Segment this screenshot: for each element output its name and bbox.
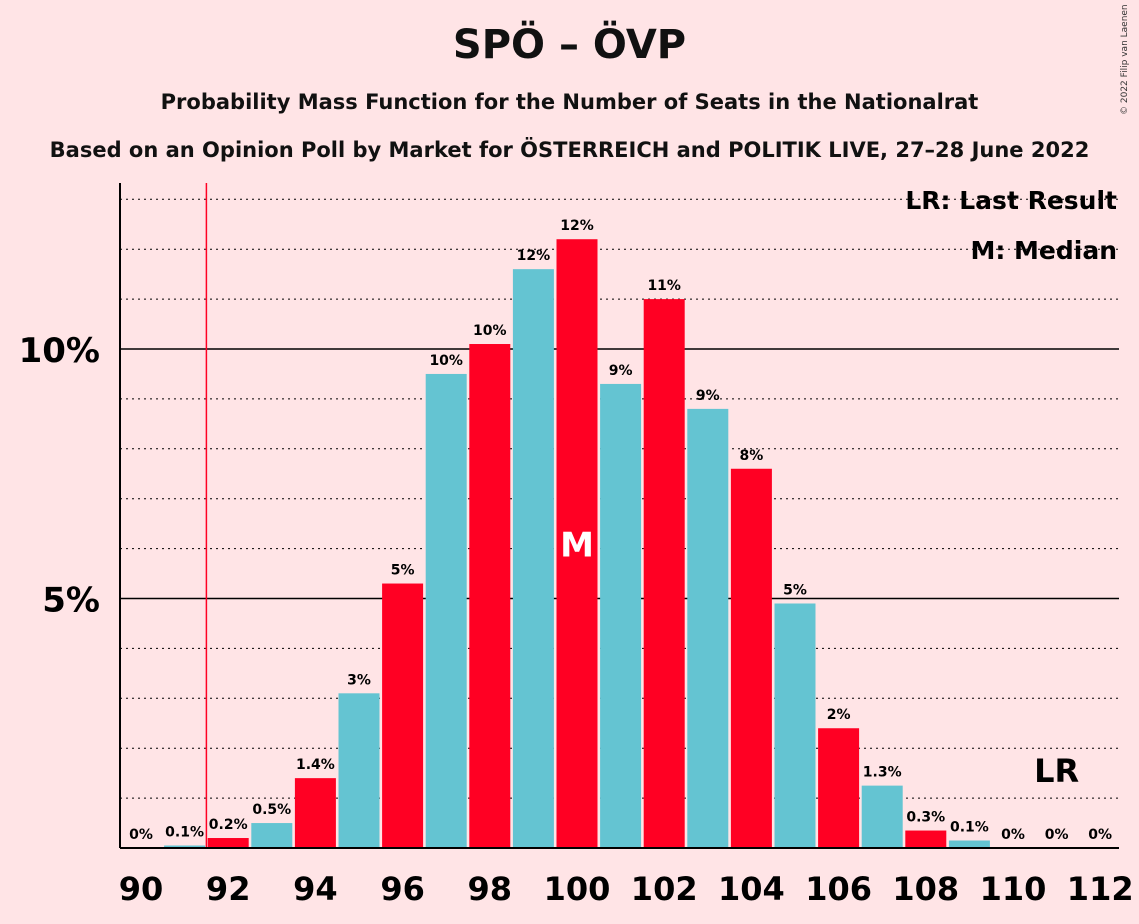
bar [382, 583, 424, 848]
bar [818, 728, 860, 848]
bar [207, 838, 249, 848]
bar-value-label: 0% [1045, 827, 1069, 843]
x-tick-label: 106 [805, 870, 872, 908]
bar-value-label: 10% [473, 323, 507, 339]
bar-value-label: 1.4% [296, 757, 335, 773]
bar-value-label: 0.1% [165, 825, 204, 841]
bar-value-label: 0% [1088, 827, 1112, 843]
bar-value-label: 5% [391, 563, 415, 579]
bar [905, 830, 947, 848]
bar-value-label: 0% [129, 827, 153, 843]
bar [164, 845, 206, 848]
bar [512, 269, 554, 848]
bar-value-label: 0.2% [209, 817, 248, 833]
bar [469, 344, 511, 848]
x-tick-label: 108 [892, 870, 959, 908]
bar-value-label: 0.5% [252, 802, 291, 818]
x-tick-label: 112 [1067, 870, 1134, 908]
bar [687, 408, 729, 848]
x-tick-label: 110 [980, 870, 1047, 908]
x-tick-label: 102 [631, 870, 698, 908]
y-tick-label: 10% [19, 331, 100, 371]
legend-median: M: Median [970, 236, 1117, 265]
bar [600, 383, 642, 848]
x-tick-label: 94 [293, 870, 338, 908]
bar-value-label: 3% [347, 672, 371, 688]
bar [251, 823, 293, 848]
legend-last-result: LR: Last Result [905, 186, 1117, 215]
x-tick-label: 92 [206, 870, 251, 908]
bar-value-label: 5% [783, 582, 807, 598]
bar [425, 373, 467, 848]
bar-value-label: 0.3% [906, 810, 945, 826]
chart-title: SPÖ – ÖVP [452, 22, 687, 68]
bar-value-label: 12% [560, 218, 594, 234]
x-tick-label: 98 [468, 870, 513, 908]
bar-value-label: 11% [647, 278, 681, 294]
bar-value-label: 8% [740, 448, 764, 464]
bar-value-label: 0.1% [950, 820, 989, 836]
x-tick-label: 100 [544, 870, 611, 908]
median-marker: M [560, 526, 594, 566]
bar [294, 778, 336, 848]
bar [338, 693, 380, 848]
bar-value-label: 10% [429, 353, 463, 369]
bar-value-label: 0% [1001, 827, 1025, 843]
bar [556, 239, 598, 849]
bar [861, 785, 903, 848]
bar-value-label: 2% [827, 707, 851, 723]
bar [730, 468, 772, 848]
bar-value-label: 9% [696, 388, 720, 404]
chart-subtitle: Probability Mass Function for the Number… [160, 90, 979, 114]
y-tick-label: 5% [42, 581, 100, 621]
bar-value-label: 12% [517, 248, 551, 264]
bar [643, 299, 685, 849]
last-result-label: LR [1034, 752, 1079, 790]
x-tick-label: 90 [119, 870, 164, 908]
x-tick-label: 104 [718, 870, 785, 908]
bar [948, 840, 990, 848]
bar-value-label: 9% [609, 363, 633, 379]
x-tick-label: 96 [380, 870, 425, 908]
chart-subtitle-source: Based on an Opinion Poll by Market for Ö… [49, 138, 1090, 162]
bar [774, 603, 816, 848]
bar-value-label: 1.3% [863, 765, 902, 781]
